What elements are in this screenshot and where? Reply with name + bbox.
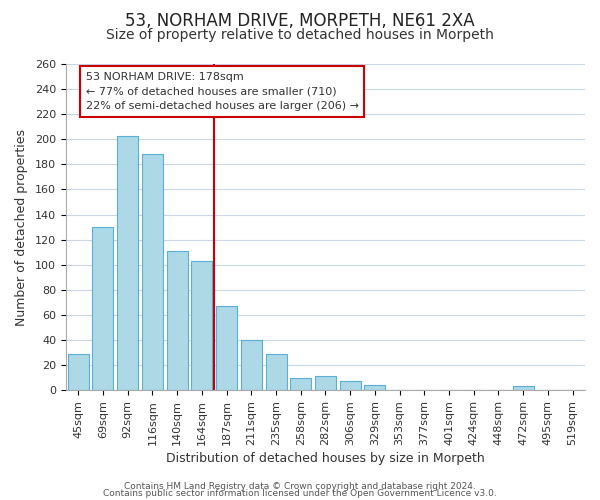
Bar xyxy=(290,378,311,390)
Bar xyxy=(167,251,188,390)
Bar xyxy=(92,227,113,390)
Bar xyxy=(266,354,287,390)
Text: 53 NORHAM DRIVE: 178sqm
← 77% of detached houses are smaller (710)
22% of semi-d: 53 NORHAM DRIVE: 178sqm ← 77% of detache… xyxy=(86,72,359,111)
Bar xyxy=(315,376,336,390)
X-axis label: Distribution of detached houses by size in Morpeth: Distribution of detached houses by size … xyxy=(166,452,485,465)
Bar xyxy=(68,354,89,390)
Bar xyxy=(364,385,385,390)
Text: 53, NORHAM DRIVE, MORPETH, NE61 2XA: 53, NORHAM DRIVE, MORPETH, NE61 2XA xyxy=(125,12,475,30)
Bar xyxy=(340,382,361,390)
Text: Size of property relative to detached houses in Morpeth: Size of property relative to detached ho… xyxy=(106,28,494,42)
Bar xyxy=(191,261,212,390)
Y-axis label: Number of detached properties: Number of detached properties xyxy=(15,128,28,326)
Bar xyxy=(512,386,534,390)
Bar xyxy=(241,340,262,390)
Bar xyxy=(216,306,237,390)
Text: Contains HM Land Registry data © Crown copyright and database right 2024.: Contains HM Land Registry data © Crown c… xyxy=(124,482,476,491)
Bar xyxy=(142,154,163,390)
Text: Contains public sector information licensed under the Open Government Licence v3: Contains public sector information licen… xyxy=(103,489,497,498)
Bar xyxy=(117,136,138,390)
